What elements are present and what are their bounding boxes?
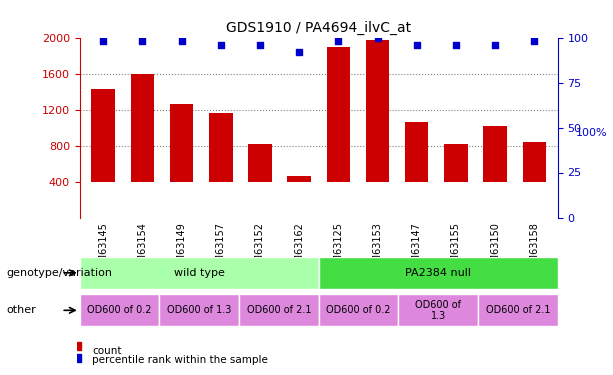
Point: [177, 38, 186, 44]
Text: PA2384 null: PA2384 null: [405, 268, 471, 278]
FancyBboxPatch shape: [159, 294, 239, 326]
Point: [216, 42, 226, 48]
Bar: [170, 104, 193, 182]
FancyBboxPatch shape: [398, 294, 478, 326]
Text: OD600 of
1.3: OD600 of 1.3: [415, 300, 462, 321]
Bar: [444, 144, 468, 182]
Bar: [287, 176, 311, 182]
Point: [530, 38, 539, 44]
Text: OD600 of 2.1: OD600 of 2.1: [246, 305, 311, 315]
Text: wild type: wild type: [174, 268, 224, 278]
Text: other: other: [6, 305, 36, 315]
Bar: [366, 40, 389, 182]
FancyBboxPatch shape: [319, 257, 558, 289]
Y-axis label: 100%: 100%: [576, 128, 607, 138]
Text: OD600 of 0.2: OD600 of 0.2: [326, 305, 391, 315]
Bar: [77, 354, 81, 362]
FancyBboxPatch shape: [478, 294, 558, 326]
Title: GDS1910 / PA4694_ilvC_at: GDS1910 / PA4694_ilvC_at: [226, 21, 411, 35]
FancyBboxPatch shape: [239, 294, 319, 326]
Bar: [209, 112, 232, 182]
Bar: [91, 89, 115, 182]
Text: OD600 of 0.2: OD600 of 0.2: [87, 305, 152, 315]
Point: [294, 49, 304, 55]
FancyBboxPatch shape: [80, 294, 159, 326]
Bar: [522, 142, 546, 182]
Point: [333, 38, 343, 44]
Bar: [77, 342, 81, 350]
Point: [137, 38, 147, 44]
Bar: [248, 144, 272, 182]
Bar: [405, 122, 428, 182]
Bar: [327, 47, 350, 182]
Point: [373, 34, 383, 40]
Text: count: count: [92, 346, 121, 355]
Text: genotype/variation: genotype/variation: [6, 268, 112, 278]
Point: [255, 42, 265, 48]
FancyBboxPatch shape: [319, 294, 398, 326]
Bar: [131, 74, 154, 182]
Point: [98, 38, 108, 44]
Text: OD600 of 1.3: OD600 of 1.3: [167, 305, 232, 315]
FancyBboxPatch shape: [80, 257, 319, 289]
Point: [451, 42, 461, 48]
Point: [490, 42, 500, 48]
Bar: [484, 126, 507, 182]
Point: [412, 42, 422, 48]
Text: OD600 of 2.1: OD600 of 2.1: [485, 305, 550, 315]
Text: percentile rank within the sample: percentile rank within the sample: [92, 355, 268, 365]
